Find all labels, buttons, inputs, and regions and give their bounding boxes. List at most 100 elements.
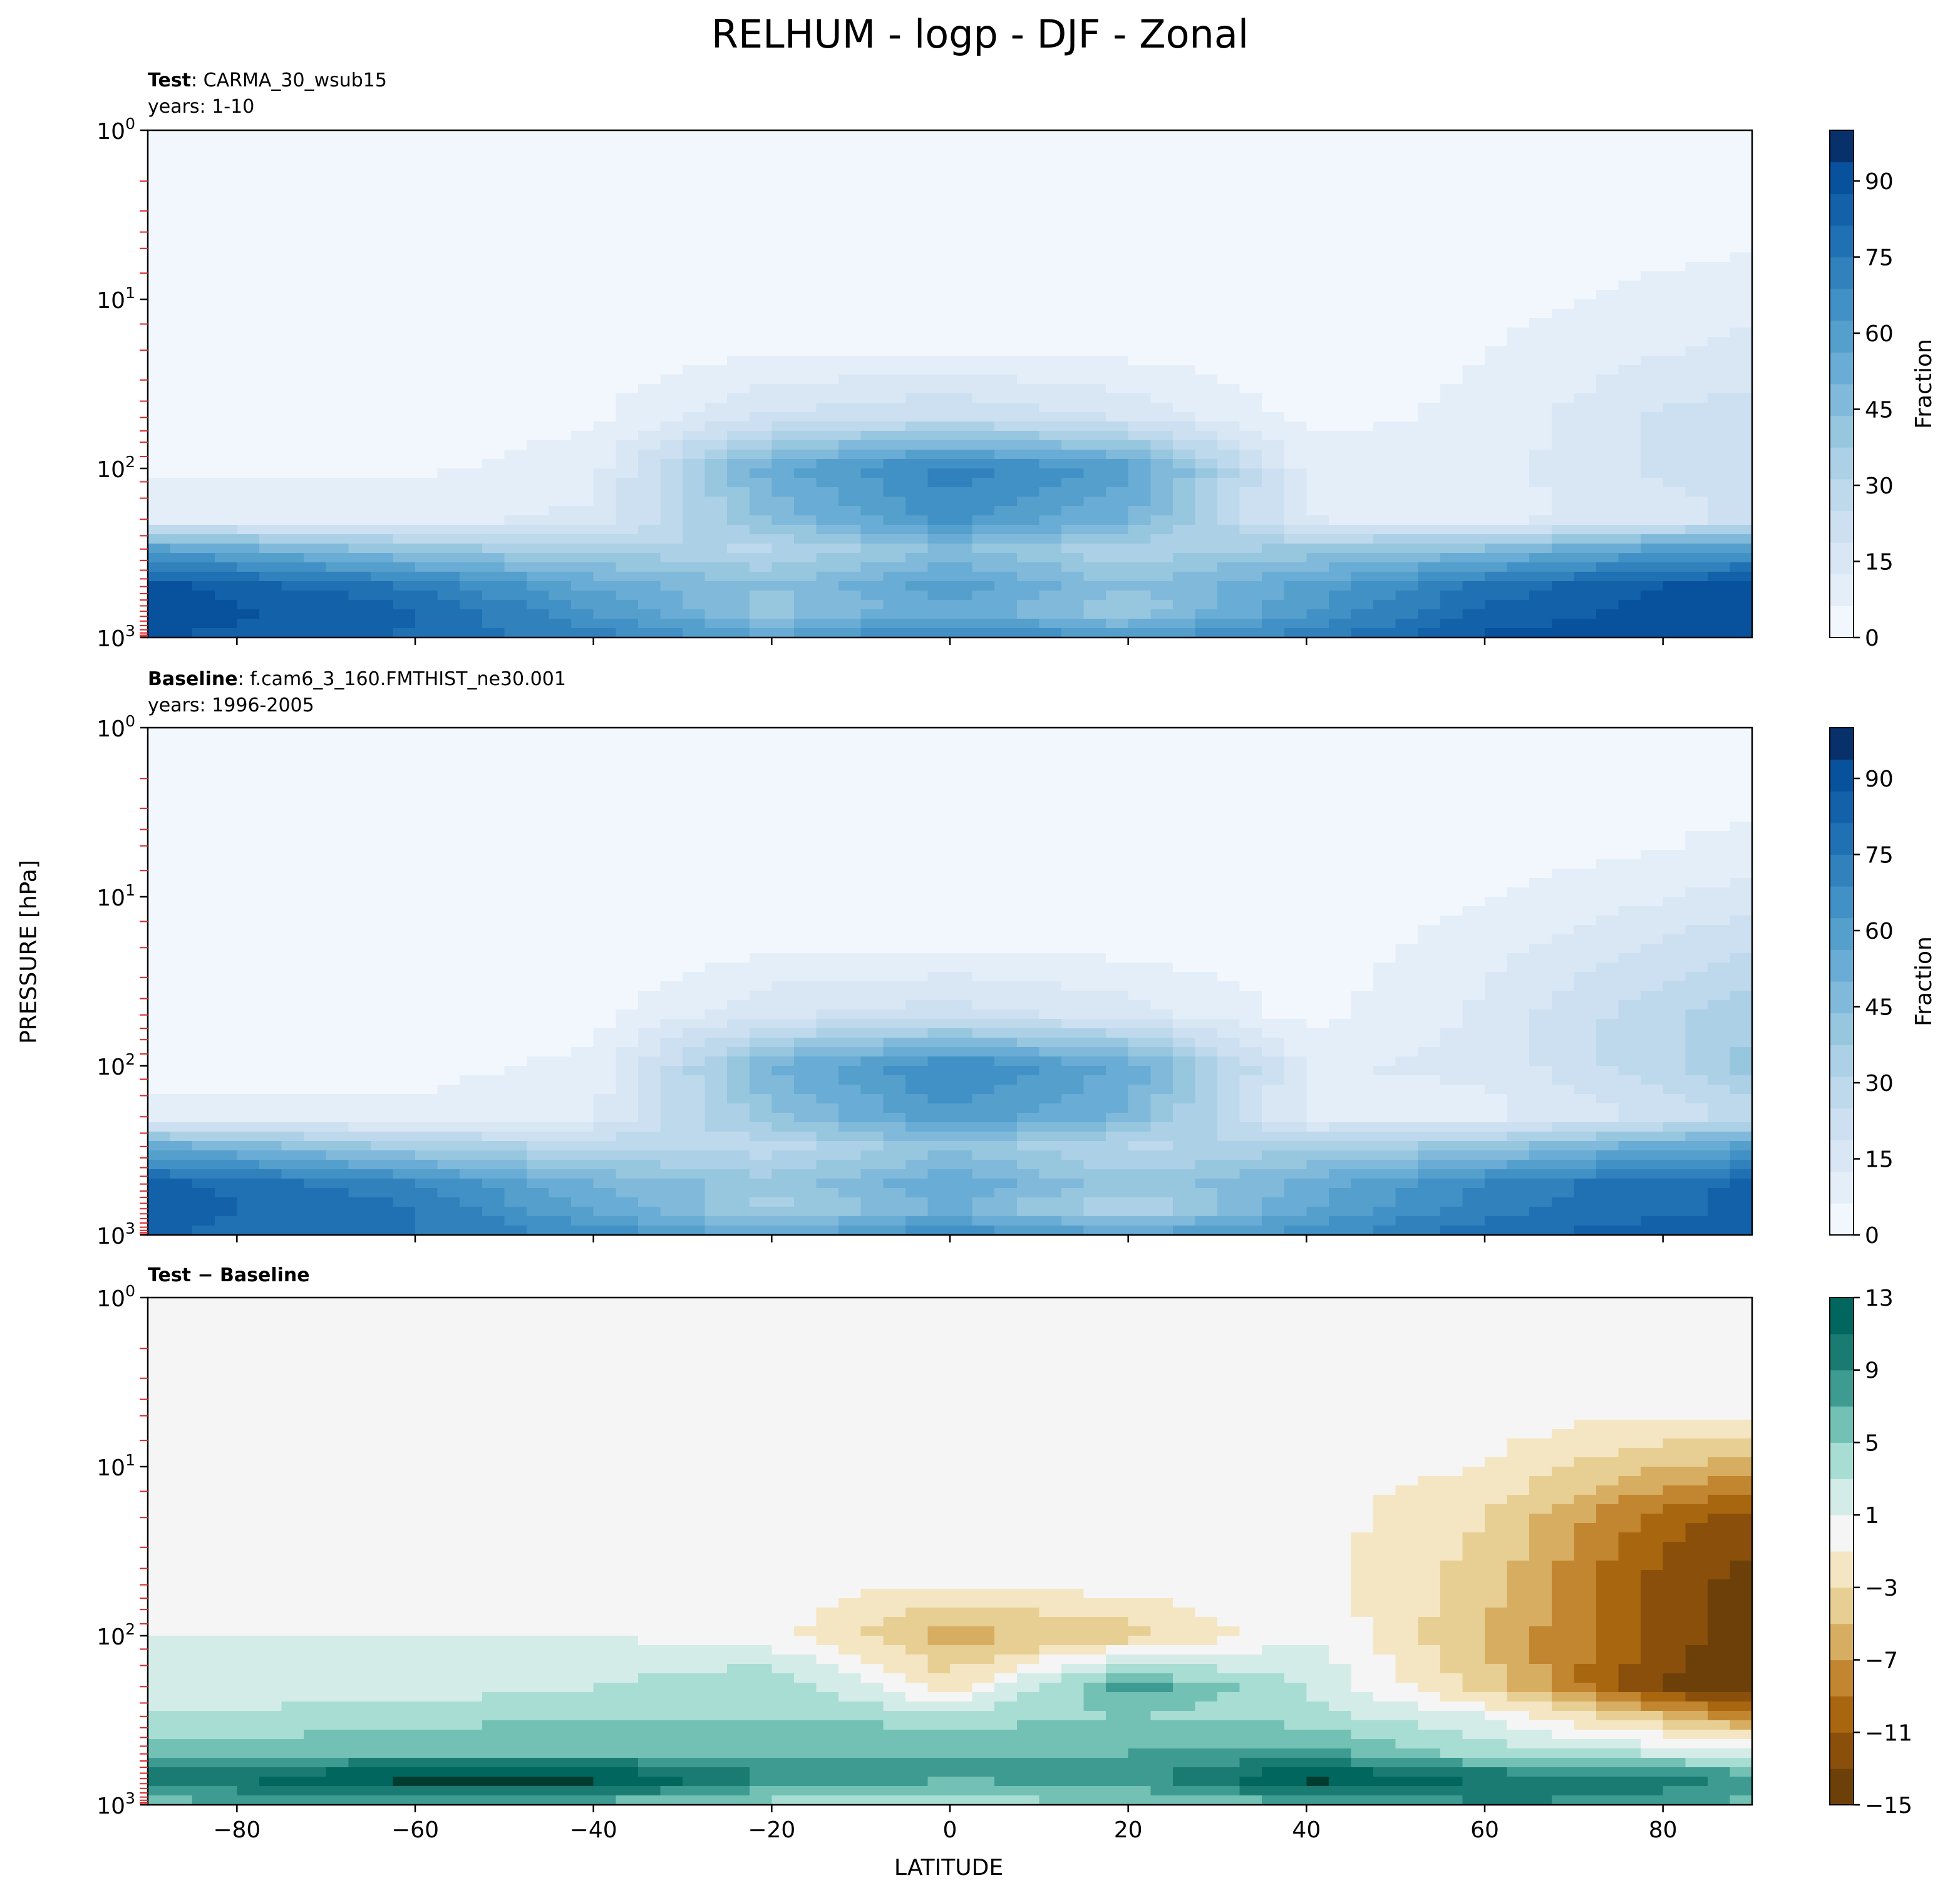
contour-cell [1106,822,1129,832]
contour-cell [727,234,750,244]
contour-cell [281,262,304,272]
contour-cell [460,318,483,328]
contour-cell [1373,775,1396,785]
contour-cell [1150,468,1173,478]
contour-cell [1217,356,1240,366]
contour-cell [793,581,817,591]
contour-cell [1239,393,1262,403]
contour-cell [1172,403,1196,413]
contour-cell [660,177,683,187]
contour-cell [771,346,795,356]
contour-cell [683,215,706,225]
contour-cell [1306,271,1329,281]
contour-cell [348,784,371,794]
contour-cell [437,478,460,488]
contour-cell [1551,487,1574,497]
contour-cell [816,468,839,478]
contour-cell [771,130,795,140]
contour-cell [1195,803,1218,813]
contour-cell [793,850,817,860]
contour-cell [1707,581,1731,591]
contour-cell [348,356,371,366]
contour-cell [1172,515,1196,525]
contour-cell [1529,318,1552,328]
contour-cell [1217,591,1240,601]
contour-cell [1685,562,1708,572]
contour-cell [259,309,282,319]
contour-cell [1016,487,1039,497]
contour-cell [771,290,795,300]
contour-cell [1373,765,1396,775]
contour-cell [1195,728,1218,738]
contour-cell [860,468,884,478]
contour-cell [860,553,884,563]
contour-cell [1373,840,1396,850]
contour-cell [838,356,862,366]
contour-cell [593,793,616,803]
contour-cell [860,840,884,850]
contour-cell [883,737,906,747]
contour-cell [1306,803,1329,813]
contour-cell [259,544,282,554]
contour-cell [148,252,171,262]
contour-cell [1172,224,1196,234]
contour-cell [1663,215,1686,225]
contour-cell [1574,534,1597,544]
contour-cell [994,384,1018,394]
contour-cell [504,553,527,563]
contour-cell [1641,534,1664,544]
contour-cell [1128,553,1151,563]
contour-cell [1172,196,1196,206]
contour-cell [281,440,304,450]
contour-cell [816,384,839,394]
contour-cell [1663,756,1686,766]
contour-cell [304,431,327,441]
contour-cell [370,346,394,356]
contour-cell [148,784,171,794]
contour-cell [237,271,260,281]
contour-cell [1083,553,1106,563]
contour-cell [860,328,884,338]
contour-cell [1262,525,1285,535]
contour-cell [281,775,304,785]
contour-cell [192,506,215,516]
contour-cell [1262,224,1285,234]
contour-cell [1239,803,1262,813]
contour-cell [1306,728,1329,738]
contour-cell [1574,765,1597,775]
contour-cell [326,459,349,469]
contour-cell [860,421,884,431]
contour-cell [237,619,260,629]
contour-cell [1685,478,1708,488]
contour-cell [1574,468,1597,478]
contour-cell [1016,187,1039,197]
contour-cell [1618,553,1641,563]
contour-cell [883,572,906,582]
contour-cell [905,299,929,309]
contour-cell [1172,299,1196,309]
contour-cell [1462,290,1485,300]
contour-cell [1195,403,1218,413]
contour-cell [1462,281,1485,291]
contour-cell [816,187,839,197]
contour-cell [749,544,772,554]
contour-cell [1551,431,1574,441]
contour-cell [482,534,505,544]
contour-cell [660,619,683,629]
contour-cell [1150,459,1173,469]
contour-cell [1195,365,1218,375]
contour-cell [1239,149,1262,159]
contour-cell [771,450,795,460]
contour-cell [660,497,683,507]
contour-cell [348,365,371,375]
contour-cell [704,215,728,225]
contour-cell [1507,544,1530,554]
contour-cell [281,562,304,572]
contour-cell [727,628,750,638]
contour-cell [1150,609,1173,619]
contour-cell [281,765,304,775]
contour-cell [1418,365,1441,375]
contour-cell [749,793,772,803]
contour-cell [1507,803,1530,813]
